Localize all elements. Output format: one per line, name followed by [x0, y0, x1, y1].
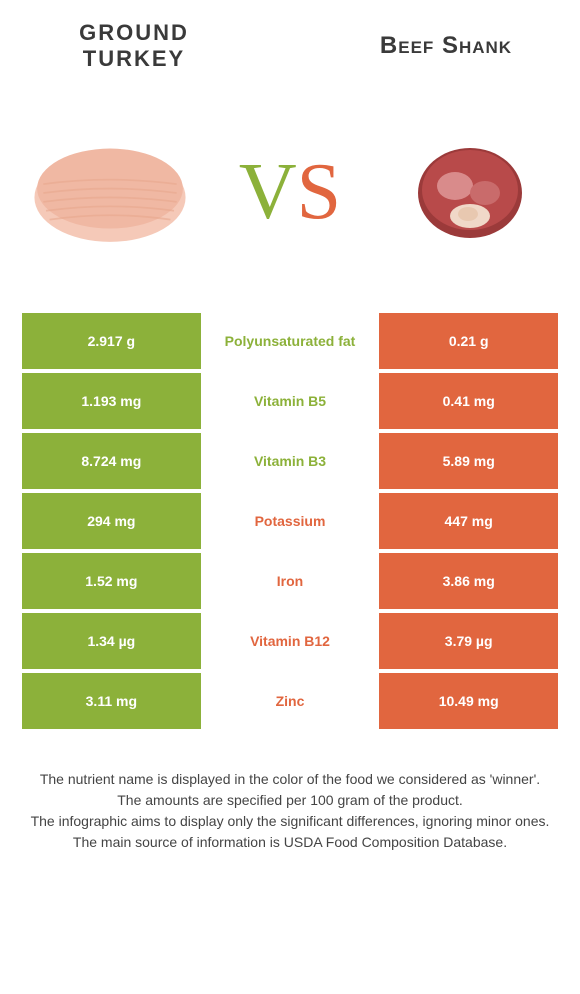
footer-line-2: The amounts are specified per 100 gram o…	[20, 790, 560, 811]
header-row: GROUND TURKEY Beef Shank	[0, 0, 580, 83]
table-row: 294 mgPotassium447 mg	[22, 493, 558, 549]
value-left: 1.34 µg	[22, 613, 201, 669]
value-right: 10.49 mg	[379, 673, 558, 729]
title-right: Beef Shank	[342, 32, 550, 60]
footer-line-1: The nutrient name is displayed in the co…	[20, 769, 560, 790]
table-row: 1.34 µgVitamin B123.79 µg	[22, 613, 558, 669]
ground-turkey-image	[30, 113, 190, 273]
value-right: 0.21 g	[379, 313, 558, 369]
table-row: 1.52 mgIron3.86 mg	[22, 553, 558, 609]
value-right: 3.79 µg	[379, 613, 558, 669]
footer-notes: The nutrient name is displayed in the co…	[0, 729, 580, 873]
vs-v: V	[239, 147, 297, 238]
vs-s: S	[297, 147, 342, 238]
nutrient-label: Potassium	[201, 493, 380, 549]
value-left: 294 mg	[22, 493, 201, 549]
value-right: 3.86 mg	[379, 553, 558, 609]
vs-label: VS	[239, 147, 341, 238]
value-right: 0.41 mg	[379, 373, 558, 429]
footer-line-3: The infographic aims to display only the…	[20, 811, 560, 832]
title-left: GROUND TURKEY	[30, 20, 238, 73]
table-row: 2.917 gPolyunsaturated fat0.21 g	[22, 313, 558, 369]
nutrient-label: Zinc	[201, 673, 380, 729]
nutrient-label: Vitamin B12	[201, 613, 380, 669]
nutrient-label: Vitamin B5	[201, 373, 380, 429]
value-right: 447 mg	[379, 493, 558, 549]
nutrient-label: Iron	[201, 553, 380, 609]
nutrient-table: 2.917 gPolyunsaturated fat0.21 g1.193 mg…	[22, 313, 558, 729]
nutrient-label: Vitamin B3	[201, 433, 380, 489]
table-row: 1.193 mgVitamin B50.41 mg	[22, 373, 558, 429]
value-left: 1.52 mg	[22, 553, 201, 609]
nutrient-label: Polyunsaturated fat	[201, 313, 380, 369]
value-left: 3.11 mg	[22, 673, 201, 729]
value-left: 8.724 mg	[22, 433, 201, 489]
value-right: 5.89 mg	[379, 433, 558, 489]
value-left: 2.917 g	[22, 313, 201, 369]
image-row: VS	[0, 83, 580, 313]
value-left: 1.193 mg	[22, 373, 201, 429]
footer-line-4: The main source of information is USDA F…	[20, 832, 560, 853]
table-row: 3.11 mgZinc10.49 mg	[22, 673, 558, 729]
table-row: 8.724 mgVitamin B35.89 mg	[22, 433, 558, 489]
beef-shank-image	[390, 113, 550, 273]
infographic-container: GROUND TURKEY Beef Shank VS	[0, 0, 580, 873]
